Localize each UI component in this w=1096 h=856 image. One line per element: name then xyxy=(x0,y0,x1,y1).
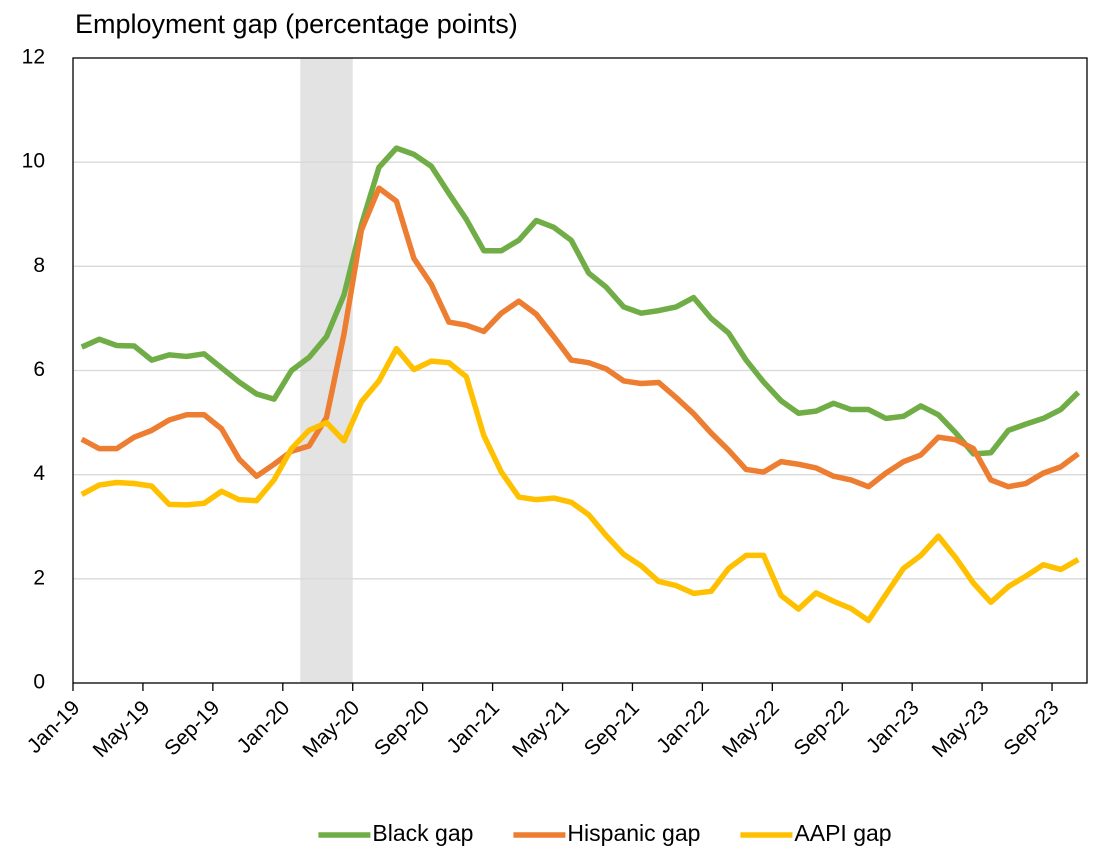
legend-label: Hispanic gap xyxy=(567,820,700,846)
y-tick-label: 4 xyxy=(33,462,45,485)
x-tick-label: May-22 xyxy=(718,696,784,762)
x-tick-label: Jan-21 xyxy=(442,696,504,758)
y-tick-label: 8 xyxy=(33,254,45,277)
x-tick-label: Sep-20 xyxy=(370,696,434,760)
data-line xyxy=(80,145,1081,457)
x-tick-label: Jan-20 xyxy=(233,696,295,758)
y-tick-label: 0 xyxy=(33,671,45,694)
data-line xyxy=(80,185,1080,490)
x-tick-label: May-23 xyxy=(928,696,994,762)
x-tick-label: Jan-19 xyxy=(23,696,85,758)
y-tick-label: 10 xyxy=(22,150,45,173)
legend-label: AAPI gap xyxy=(794,820,891,846)
x-tick-label: Jan-22 xyxy=(652,696,714,758)
chart-title: Employment gap (percentage points) xyxy=(75,9,518,39)
legend-label: Black gap xyxy=(372,820,473,846)
x-tick-label: May-20 xyxy=(298,696,364,762)
y-tick-label: 2 xyxy=(33,566,45,589)
y-tick-label: 6 xyxy=(33,358,45,381)
x-tick-label: Jan-23 xyxy=(862,696,924,758)
legend: Black gap Hispanic gap AAPI gap xyxy=(318,820,892,846)
x-tick-label: Sep-19 xyxy=(160,696,224,760)
x-tick-label: May-21 xyxy=(508,696,574,762)
plot-frame xyxy=(72,57,1088,684)
data-line xyxy=(80,345,1080,624)
x-tick-label: Sep-23 xyxy=(999,696,1063,760)
x-tick-label: Sep-22 xyxy=(790,696,854,760)
x-tick-label: May-19 xyxy=(89,696,155,762)
y-tick-label: 12 xyxy=(22,46,45,69)
x-tick-label: Sep-21 xyxy=(580,696,644,760)
